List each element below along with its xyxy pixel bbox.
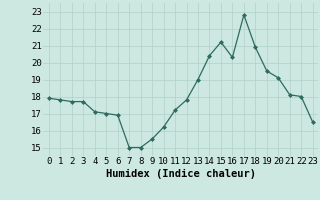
X-axis label: Humidex (Indice chaleur): Humidex (Indice chaleur) [106,169,256,179]
